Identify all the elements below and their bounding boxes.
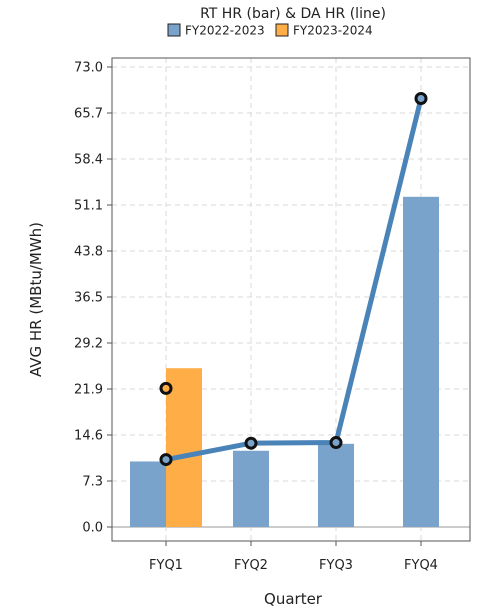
y-tick-label: 14.6	[74, 429, 103, 444]
bars	[130, 196, 439, 527]
axis-labels: 0.0 7.3 14.6 21.9 29.2 36.5 43.8 51.1 58.4 65.7 73…	[27, 61, 438, 609]
y-tick-label: 29.2	[74, 337, 103, 352]
bar	[130, 461, 166, 527]
x-tick-label: FYQ1	[149, 558, 183, 573]
line-point	[414, 92, 428, 106]
y-tick-label: 21.9	[74, 383, 103, 398]
x-tick-label: FYQ3	[319, 558, 353, 573]
y-tick-label: 51.1	[74, 199, 103, 214]
y-tick-label: 36.5	[74, 291, 103, 306]
plot-frame	[111, 57, 471, 542]
legend: RT HR (bar) & DA HR (line) FY2022-2023 FY2…	[167, 6, 386, 38]
legend-title: RT HR (bar) & DA HR (line)	[200, 6, 386, 22]
bar	[233, 450, 269, 527]
x-axis-title: Quarter	[264, 590, 323, 608]
bar	[166, 368, 202, 527]
line-point	[329, 436, 343, 450]
y-tick-label: 73.0	[74, 61, 103, 76]
legend-swatch	[275, 23, 289, 37]
line-point	[244, 436, 258, 450]
bar	[403, 196, 439, 527]
lines	[159, 92, 428, 467]
y-tick-label: 43.8	[74, 245, 103, 260]
axes	[107, 57, 471, 546]
y-tick-label: 0.0	[82, 521, 103, 536]
legend-label: FY2022-2023	[185, 24, 265, 38]
y-tick-label: 58.4	[74, 153, 103, 168]
series-line	[163, 96, 424, 463]
bar	[318, 443, 354, 527]
line-point	[159, 453, 173, 467]
y-axis-title: AVG HR (MBtu/MWh)	[27, 222, 45, 377]
y-tick-label: 65.7	[74, 107, 103, 122]
legend-label: FY2023-2024	[293, 24, 373, 38]
legend-swatch	[167, 23, 181, 37]
x-tick-label: FYQ4	[404, 558, 438, 573]
x-tick-label: FYQ2	[234, 558, 268, 573]
y-tick-label: 7.3	[82, 475, 103, 490]
line-point	[159, 381, 173, 395]
